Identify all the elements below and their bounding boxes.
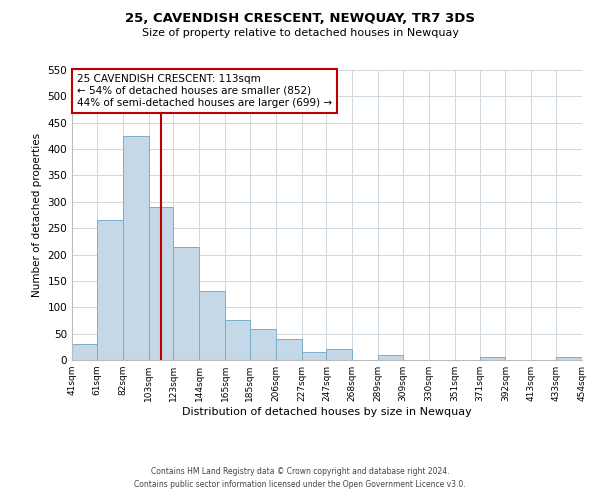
Y-axis label: Number of detached properties: Number of detached properties	[32, 133, 42, 297]
Bar	[97, 220, 122, 360]
Bar	[378, 354, 403, 360]
Bar	[556, 358, 582, 360]
Text: Contains public sector information licensed under the Open Government Licence v3: Contains public sector information licen…	[134, 480, 466, 489]
Bar	[276, 339, 302, 360]
Text: Contains HM Land Registry data © Crown copyright and database right 2024.: Contains HM Land Registry data © Crown c…	[151, 467, 449, 476]
Bar	[72, 344, 97, 360]
Bar	[250, 330, 276, 360]
Bar	[225, 320, 250, 360]
Bar	[199, 292, 225, 360]
Bar	[173, 246, 199, 360]
Text: Size of property relative to detached houses in Newquay: Size of property relative to detached ho…	[142, 28, 458, 38]
X-axis label: Distribution of detached houses by size in Newquay: Distribution of detached houses by size …	[182, 407, 472, 417]
Text: 25, CAVENDISH CRESCENT, NEWQUAY, TR7 3DS: 25, CAVENDISH CRESCENT, NEWQUAY, TR7 3DS	[125, 12, 475, 26]
Text: 25 CAVENDISH CRESCENT: 113sqm
← 54% of detached houses are smaller (852)
44% of : 25 CAVENDISH CRESCENT: 113sqm ← 54% of d…	[77, 74, 332, 108]
Bar	[149, 207, 173, 360]
Bar	[302, 352, 326, 360]
Bar	[326, 350, 352, 360]
Bar	[479, 358, 505, 360]
Bar	[122, 136, 149, 360]
